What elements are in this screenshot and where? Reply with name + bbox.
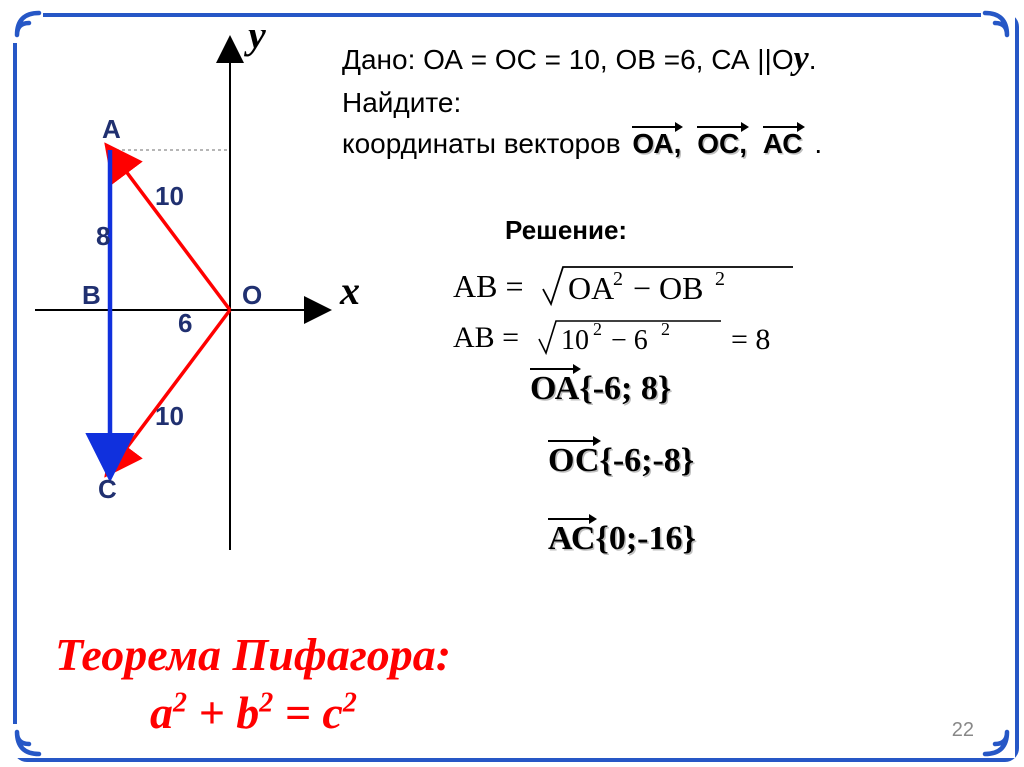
given-dot: . xyxy=(809,44,817,75)
svg-text:C: C xyxy=(98,474,117,504)
eq2: AB = 10 2 − 6 2 = 8 xyxy=(453,313,853,369)
svg-text:− OB: − OB xyxy=(633,270,704,306)
ans-vec-OA: ОА xyxy=(530,370,579,407)
given-block: Дано: ОА = ОС = 10, ОВ =6, СА ||Оy. Найд… xyxy=(342,34,982,164)
answer-AC: АС{0;-16} xyxy=(548,520,696,558)
svg-text:2: 2 xyxy=(593,319,602,339)
eq1: AB = OA 2 − OB 2 xyxy=(453,259,813,319)
svg-text:A: A xyxy=(102,114,121,144)
corner-bl xyxy=(9,724,43,758)
svg-text:2: 2 xyxy=(661,319,670,339)
given-line1: Дано: ОА = ОС = 10, ОВ =6, СА ||Оy. xyxy=(342,34,982,83)
given-vecs-dot: . xyxy=(814,128,822,159)
svg-text:= 8: = 8 xyxy=(731,323,770,356)
ans-vec-AC: АС xyxy=(548,520,595,557)
answer-OC: ОС{-6;-8} xyxy=(548,442,694,480)
given-line3: координаты векторов ОА, ОС, АС . xyxy=(342,124,982,165)
given-line1-text: Дано: ОА = ОС = 10, ОВ =6, СА ||О xyxy=(342,44,794,75)
theorem: Теорема Пифагора: a2 + b2 = c2 xyxy=(55,626,451,741)
svg-text:AB =: AB = xyxy=(453,321,519,354)
corner-tr xyxy=(981,9,1015,43)
svg-text:2: 2 xyxy=(715,268,725,290)
svg-text:y: y xyxy=(244,30,266,57)
svg-text:AB =: AB = xyxy=(453,268,524,304)
svg-text:6: 6 xyxy=(178,308,192,338)
vec-AC: АС xyxy=(763,128,803,159)
ans-val-OA: {-6; 8} xyxy=(579,370,671,407)
svg-text:10: 10 xyxy=(561,325,589,356)
theorem-line1: Теорема Пифагора: xyxy=(55,626,451,684)
svg-text:x: x xyxy=(339,268,360,313)
page-number: 22 xyxy=(952,719,974,742)
theorem-line2: a2 + b2 = c2 xyxy=(55,684,451,742)
given-line2: Найдите: xyxy=(342,83,982,124)
answer-OA: ОА{-6; 8} xyxy=(530,370,671,408)
svg-text:2: 2 xyxy=(613,268,623,290)
vector-chart: y x O A B C 10 10 8 6 xyxy=(30,30,360,610)
given-line3-prefix: координаты векторов xyxy=(342,128,628,159)
svg-text:10: 10 xyxy=(155,181,184,211)
ans-val-AC: {0;-16} xyxy=(595,520,695,557)
corner-br xyxy=(981,724,1015,758)
svg-text:O: O xyxy=(242,280,262,310)
svg-text:− 6: − 6 xyxy=(611,325,648,356)
ans-vec-OC: ОС xyxy=(548,442,599,479)
vec-OA: ОА, xyxy=(632,128,681,159)
solution-title: Решение: xyxy=(505,215,627,246)
svg-text:8: 8 xyxy=(96,221,110,251)
svg-text:10: 10 xyxy=(155,401,184,431)
vec-OC: ОС, xyxy=(697,128,747,159)
ans-val-OC: {-6;-8} xyxy=(599,442,694,479)
svg-text:OA: OA xyxy=(568,270,614,306)
given-oy: y xyxy=(794,40,809,77)
svg-text:B: B xyxy=(82,280,101,310)
